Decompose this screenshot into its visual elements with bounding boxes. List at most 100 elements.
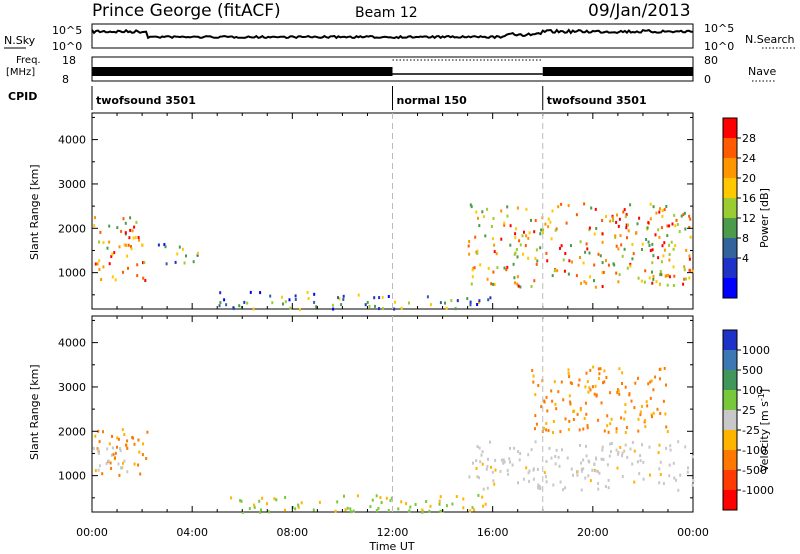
colorbar-frame <box>722 329 738 511</box>
heatmap-cell <box>576 470 579 474</box>
heatmap-cell <box>671 222 674 226</box>
heatmap-cell <box>393 307 396 311</box>
heatmap-cell <box>525 207 528 211</box>
heatmap-cell <box>659 273 662 277</box>
colorbar-tick-label: 12 <box>742 212 756 225</box>
heatmap-cell <box>102 241 105 245</box>
heatmap-cell <box>343 494 345 498</box>
heatmap-cell <box>503 221 506 225</box>
heatmap-cell <box>142 442 144 446</box>
heatmap-cell <box>126 439 129 443</box>
colorbar-tick-label: 8 <box>742 232 749 245</box>
nave-tick-bottom: 0 <box>704 73 711 86</box>
heatmap-cell <box>659 207 661 211</box>
heatmap-cell <box>602 381 604 385</box>
heatmap-cell <box>352 509 355 513</box>
heatmap-cell <box>579 256 581 259</box>
heatmap-cell <box>597 418 600 422</box>
heatmap-cell <box>534 256 537 260</box>
heatmap-cell <box>489 296 492 300</box>
heatmap-cell <box>364 303 367 307</box>
heatmap-cell <box>390 496 393 500</box>
heatmap-cell <box>542 231 544 235</box>
heatmap-cell <box>599 367 602 371</box>
heatmap-cell <box>550 456 553 460</box>
colorbar-swatch <box>723 390 737 410</box>
heatmap-cell <box>534 427 536 431</box>
heatmap-cell <box>586 424 589 428</box>
heatmap-cell <box>614 235 617 239</box>
y-tick-label: 2000 <box>58 222 86 235</box>
heatmap-cell <box>133 462 136 466</box>
heatmap-cell <box>603 369 606 373</box>
heatmap-cell <box>137 236 140 239</box>
heatmap-cell <box>429 504 432 508</box>
heatmap-cell <box>545 480 548 484</box>
heatmap-cell <box>128 236 131 240</box>
heatmap-cell <box>105 462 108 466</box>
heatmap-cell <box>481 210 484 214</box>
heatmap-cell <box>567 204 570 208</box>
heatmap-cell <box>652 274 655 278</box>
heatmap-cell <box>377 506 380 510</box>
heatmap-cell <box>532 380 535 384</box>
heatmap-cell <box>405 502 408 506</box>
heatmap-cell <box>102 430 104 434</box>
heatmap-cell <box>439 495 442 499</box>
heatmap-cell <box>389 499 392 503</box>
heatmap-cell <box>691 483 694 487</box>
heatmap-cell <box>298 308 301 312</box>
colorbar-tick-label: 100 <box>742 384 763 397</box>
colorbar-swatch <box>723 138 737 158</box>
colorbar-tick-label: 25 <box>742 404 756 417</box>
heatmap-cell <box>117 462 120 466</box>
heatmap-cell <box>338 297 341 301</box>
heatmap-cell <box>601 219 604 222</box>
heatmap-cell <box>451 502 454 506</box>
heatmap-cell <box>493 243 496 247</box>
heatmap-cell <box>493 250 496 254</box>
heatmap-cell <box>232 306 235 310</box>
heatmap-cell <box>676 223 679 226</box>
heatmap-cell <box>692 479 695 483</box>
heatmap-cell <box>119 449 122 453</box>
velocity-axes: 1000 2000 3000 4000 <box>58 316 694 512</box>
heatmap-cell <box>567 272 570 276</box>
heatmap-cell <box>248 507 251 510</box>
heatmap-cell <box>534 219 537 222</box>
heatmap-cell <box>614 234 617 238</box>
heatmap-cell <box>240 499 243 503</box>
heatmap-cell <box>503 223 506 227</box>
heatmap-cell <box>665 383 667 387</box>
velocity-heatmap <box>92 365 695 514</box>
heatmap-cell <box>673 274 676 278</box>
heatmap-cell <box>621 451 624 455</box>
heatmap-cell <box>591 385 594 389</box>
heatmap-cell <box>106 246 109 250</box>
heatmap-cell <box>110 255 113 258</box>
heatmap-cell <box>492 282 495 286</box>
heatmap-cell <box>585 371 588 375</box>
heatmap-cell <box>468 475 471 479</box>
heatmap-cell <box>275 498 278 502</box>
y-tick-label: 4000 <box>58 134 86 147</box>
heatmap-cell <box>672 247 675 251</box>
colorbar-frame <box>722 117 738 299</box>
heatmap-cell <box>509 446 511 450</box>
heatmap-cell <box>97 468 100 472</box>
date-label: 09/Jan/2013 <box>588 1 691 21</box>
heatmap-cell <box>547 429 550 433</box>
heatmap-cell <box>631 462 634 466</box>
heatmap-cell <box>594 469 597 473</box>
heatmap-cell <box>93 224 96 228</box>
heatmap-cell <box>94 216 96 220</box>
heatmap-cell <box>114 278 117 282</box>
heatmap-cell <box>610 417 613 421</box>
heatmap-cell <box>559 430 562 434</box>
heatmap-cell <box>592 365 595 369</box>
heatmap-cell <box>665 446 668 450</box>
colorbar-tick-label: -500 <box>742 464 767 477</box>
heatmap-cell <box>126 470 129 474</box>
cpid-segment-label: twofsound 3501 <box>96 94 196 107</box>
heatmap-cell <box>238 304 241 308</box>
